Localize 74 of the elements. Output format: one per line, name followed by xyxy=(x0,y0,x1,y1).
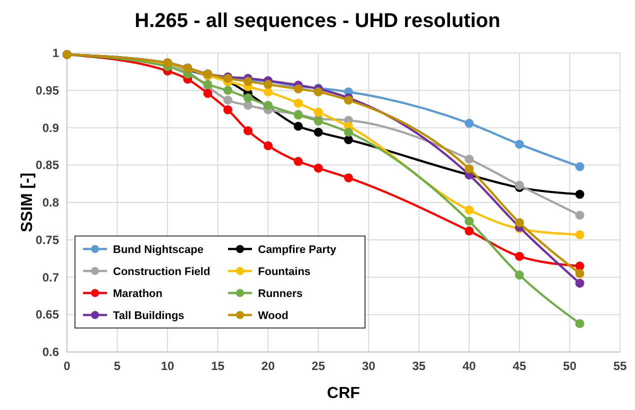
point xyxy=(264,87,273,96)
legend-label: Marathon xyxy=(113,288,163,300)
point xyxy=(264,80,273,89)
chart-title: H.265 - all sequences - UHD resolution xyxy=(134,10,500,32)
point xyxy=(575,278,584,288)
point xyxy=(575,269,584,278)
point xyxy=(464,118,474,128)
point xyxy=(464,216,474,226)
legend-label: Runners xyxy=(258,288,303,300)
x-tick-label: 40 xyxy=(462,359,476,373)
point xyxy=(464,164,474,174)
point xyxy=(223,86,232,95)
point xyxy=(344,96,354,105)
x-tick-label: 50 xyxy=(563,359,577,373)
x-tick-label: 35 xyxy=(412,359,426,373)
point xyxy=(243,100,252,110)
x-tick-label: 15 xyxy=(211,359,225,373)
point xyxy=(203,80,212,89)
point xyxy=(344,173,354,182)
x-tick-label: 25 xyxy=(312,359,326,373)
legend-label: Wood xyxy=(258,310,288,322)
point xyxy=(314,164,323,173)
point xyxy=(344,135,354,144)
y-axis-title: SSIM [-] xyxy=(19,172,36,232)
y-tick-label: 0.6 xyxy=(42,345,60,359)
x-tick-label: 10 xyxy=(160,359,175,373)
x-tick-label: 5 xyxy=(114,359,121,373)
point xyxy=(464,205,474,214)
y-tick-label: 1 xyxy=(52,46,60,60)
point xyxy=(314,87,323,96)
x-tick-label: 0 xyxy=(64,359,71,373)
point xyxy=(243,93,252,102)
x-tick-label: 30 xyxy=(362,359,376,373)
point xyxy=(294,122,303,131)
y-tick-label: 0.9 xyxy=(42,120,60,135)
legend-label: Campfire Party xyxy=(258,244,338,256)
point xyxy=(514,218,524,228)
point xyxy=(294,98,303,108)
point xyxy=(575,162,584,172)
point xyxy=(243,126,252,136)
point xyxy=(223,96,232,105)
point xyxy=(294,156,303,166)
point xyxy=(514,270,524,280)
point xyxy=(514,180,524,190)
x-axis-title: CRF xyxy=(327,385,360,402)
legend-label: Bund Nightscape xyxy=(113,244,204,256)
point xyxy=(314,108,323,117)
y-tick-label: 0.95 xyxy=(36,83,60,98)
legend-label: Tall Buildings xyxy=(113,310,184,322)
x-tick-label: 55 xyxy=(613,359,627,373)
y-tick-label: 0.65 xyxy=(36,308,60,322)
point xyxy=(575,230,584,240)
point xyxy=(575,262,584,271)
y-tick-label: 0.85 xyxy=(36,158,60,172)
point xyxy=(514,140,524,149)
point xyxy=(575,210,584,220)
point xyxy=(575,319,584,328)
point xyxy=(314,128,323,137)
point xyxy=(464,226,474,236)
point xyxy=(344,128,354,137)
point xyxy=(514,252,524,261)
point xyxy=(464,154,474,164)
x-tick-label: 20 xyxy=(261,359,276,373)
x-tick-label: 45 xyxy=(512,359,526,373)
legend-label: Construction Field xyxy=(113,266,210,278)
point xyxy=(575,190,584,199)
y-tick-label: 0.8 xyxy=(42,196,60,210)
legend-label: Fountains xyxy=(258,266,311,278)
point xyxy=(223,105,232,114)
y-tick-label: 0.75 xyxy=(36,232,60,247)
point xyxy=(264,141,273,150)
y-tick-label: 0.7 xyxy=(42,270,60,284)
point xyxy=(314,116,323,126)
point xyxy=(203,88,212,98)
